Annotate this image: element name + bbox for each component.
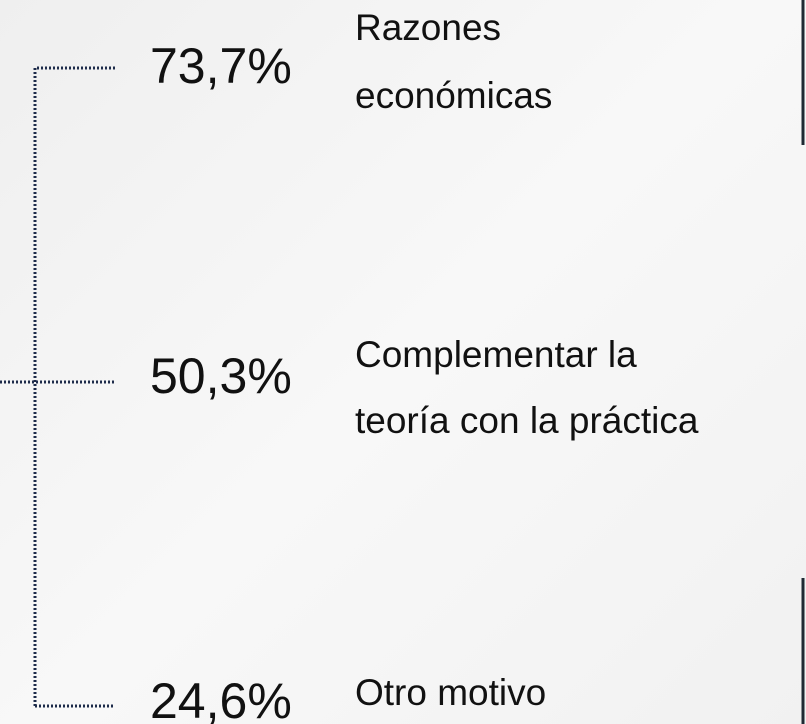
label-line: Complementar la (355, 334, 637, 375)
label-line: Otro motivo (355, 672, 546, 713)
percent: 73,7% (150, 38, 292, 94)
percent: 50,3% (150, 348, 292, 404)
label-line: Razones (355, 7, 501, 48)
bracket (33, 66, 115, 706)
label-line: económicas (355, 75, 552, 116)
percent: 24,6% (150, 673, 292, 724)
label-line: teoría con la práctica (355, 400, 699, 441)
